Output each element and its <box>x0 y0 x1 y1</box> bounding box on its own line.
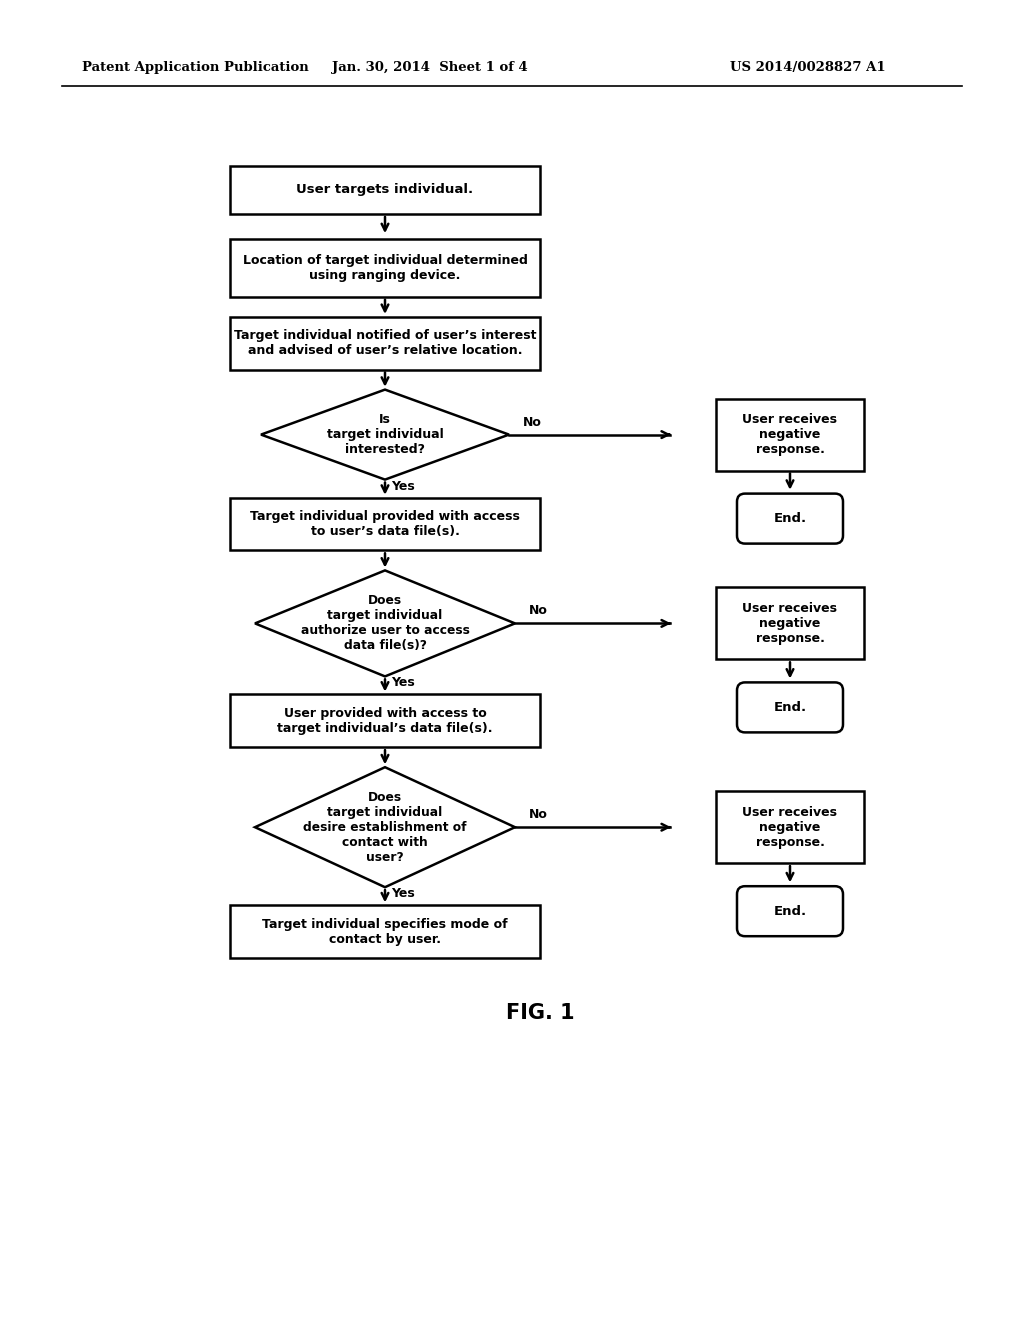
Text: Jan. 30, 2014  Sheet 1 of 4: Jan. 30, 2014 Sheet 1 of 4 <box>332 62 528 74</box>
Text: Does
target individual
desire establishment of
contact with
user?: Does target individual desire establishm… <box>303 791 467 863</box>
FancyBboxPatch shape <box>230 906 540 958</box>
FancyBboxPatch shape <box>737 886 843 936</box>
FancyBboxPatch shape <box>230 239 540 297</box>
Text: Target individual provided with access
to user’s data file(s).: Target individual provided with access t… <box>250 510 520 539</box>
FancyBboxPatch shape <box>737 682 843 733</box>
FancyBboxPatch shape <box>230 694 540 747</box>
Text: FIG. 1: FIG. 1 <box>506 1003 574 1023</box>
Text: Yes: Yes <box>391 676 415 689</box>
Text: Does
target individual
authorize user to access
data file(s)?: Does target individual authorize user to… <box>301 594 469 652</box>
Text: Yes: Yes <box>391 479 415 492</box>
Polygon shape <box>261 389 509 479</box>
Text: User receives
negative
response.: User receives negative response. <box>742 602 838 645</box>
Polygon shape <box>255 767 515 887</box>
FancyBboxPatch shape <box>716 399 864 471</box>
Text: Location of target individual determined
using ranging device.: Location of target individual determined… <box>243 253 527 282</box>
Polygon shape <box>255 570 515 676</box>
Text: User targets individual.: User targets individual. <box>296 183 473 197</box>
Text: Is
target individual
interested?: Is target individual interested? <box>327 413 443 457</box>
FancyBboxPatch shape <box>230 498 540 550</box>
FancyBboxPatch shape <box>716 587 864 660</box>
FancyBboxPatch shape <box>737 494 843 544</box>
Text: No: No <box>523 416 542 429</box>
Text: End.: End. <box>773 701 807 714</box>
Text: US 2014/0028827 A1: US 2014/0028827 A1 <box>730 62 886 74</box>
Text: No: No <box>529 605 548 618</box>
Text: Patent Application Publication: Patent Application Publication <box>82 62 309 74</box>
Text: User receives
negative
response.: User receives negative response. <box>742 805 838 849</box>
FancyBboxPatch shape <box>230 166 540 214</box>
Text: End.: End. <box>773 512 807 525</box>
FancyBboxPatch shape <box>230 317 540 370</box>
Text: End.: End. <box>773 904 807 917</box>
Text: Yes: Yes <box>391 887 415 900</box>
Text: User receives
negative
response.: User receives negative response. <box>742 413 838 457</box>
FancyBboxPatch shape <box>716 791 864 863</box>
Text: Target individual specifies mode of
contact by user.: Target individual specifies mode of cont… <box>262 917 508 945</box>
Text: No: No <box>529 808 548 821</box>
Text: User provided with access to
target individual’s data file(s).: User provided with access to target indi… <box>278 706 493 735</box>
Text: Target individual notified of user’s interest
and advised of user’s relative loc: Target individual notified of user’s int… <box>233 329 537 358</box>
